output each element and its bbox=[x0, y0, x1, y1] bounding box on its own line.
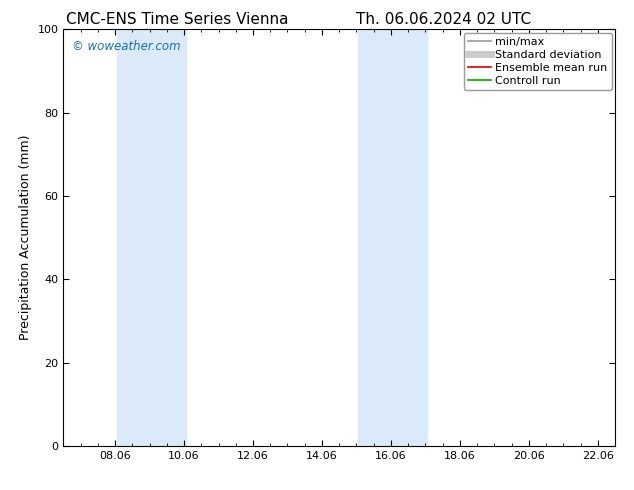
Legend: min/max, Standard deviation, Ensemble mean run, Controll run: min/max, Standard deviation, Ensemble me… bbox=[464, 33, 612, 90]
Y-axis label: Precipitation Accumulation (mm): Precipitation Accumulation (mm) bbox=[19, 135, 32, 341]
Text: Th. 06.06.2024 02 UTC: Th. 06.06.2024 02 UTC bbox=[356, 12, 531, 27]
Text: © woweather.com: © woweather.com bbox=[72, 40, 180, 53]
Text: CMC-ENS Time Series Vienna: CMC-ENS Time Series Vienna bbox=[67, 12, 288, 27]
Bar bbox=[358, 29, 427, 446]
Bar bbox=[117, 29, 186, 446]
